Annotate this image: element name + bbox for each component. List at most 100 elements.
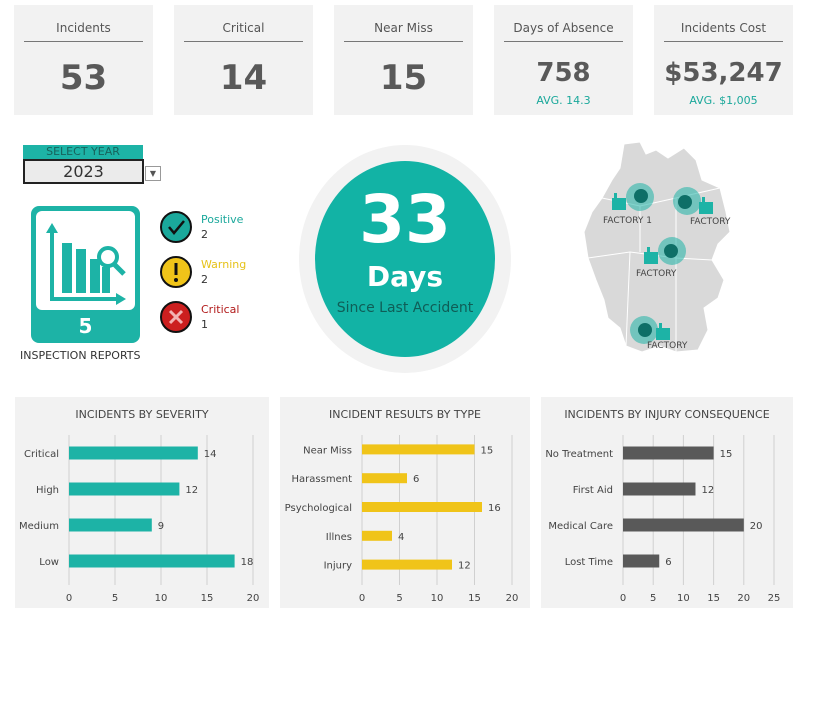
bar <box>362 502 482 512</box>
kpi-divider <box>24 41 143 42</box>
data-label: 12 <box>185 485 198 496</box>
data-label: 15 <box>481 445 494 456</box>
tick-label: 20 <box>737 593 750 604</box>
factory-map: FACTORY 1 FACTORY FACTORY FACTORY <box>580 140 740 358</box>
tick-label: 10 <box>677 593 690 604</box>
status-name: Critical <box>201 303 240 316</box>
tick-label: 20 <box>247 593 260 604</box>
bar <box>362 444 475 455</box>
year-dropdown-button[interactable]: ▼ <box>145 166 161 181</box>
chart-title: INCIDENTS BY SEVERITY <box>75 408 209 421</box>
status-warning: Warning 2 <box>159 255 279 295</box>
chart-plot: 0 5 10 15 20 25 No Treatment 15 First Aid 12 Medic… <box>545 435 780 604</box>
category-label: Psychological <box>285 503 352 514</box>
factory-marker-2 <box>673 187 713 215</box>
kpi-average: AVG. $1,005 <box>689 94 758 107</box>
kpi-card-near-miss: Near Miss 15 <box>334 5 473 115</box>
tick-label: 10 <box>431 593 444 604</box>
tick-label: 5 <box>650 593 656 604</box>
category-label: Medium <box>19 521 59 532</box>
tick-label: 5 <box>396 593 402 604</box>
bar <box>362 473 407 484</box>
category-label: Medical Care <box>548 521 613 532</box>
bar <box>69 518 152 532</box>
chart-title: INCIDENTS BY INJURY CONSEQUENCE <box>564 408 770 421</box>
kpi-divider <box>344 41 463 42</box>
data-label: 14 <box>204 449 217 460</box>
status-critical: Critical 1 <box>159 300 279 340</box>
kpi-value: 53 <box>59 58 108 98</box>
data-label: 20 <box>750 521 763 532</box>
status-positive: Positive 2 <box>159 210 279 250</box>
kpi-divider <box>504 41 623 42</box>
kpi-divider <box>184 41 303 42</box>
factory-marker-1 <box>612 183 654 211</box>
kpi-card-incidents-cost: Incidents Cost $53,247 AVG. $1,005 <box>654 5 793 115</box>
days-caption: Since Last Accident <box>336 300 474 316</box>
category-label: Critical <box>24 449 59 460</box>
kpi-divider <box>664 41 783 42</box>
kpi-title: Near Miss <box>374 21 433 35</box>
inspection-chart-icon <box>36 211 135 310</box>
bar <box>69 554 235 568</box>
kpi-average: AVG. 14.3 <box>536 94 591 107</box>
kpi-card-critical: Critical 14 <box>174 5 313 115</box>
data-label: 16 <box>488 503 501 514</box>
status-name: Warning <box>201 258 247 271</box>
category-label: Lost Time <box>565 557 613 568</box>
factory-marker-4 <box>630 316 670 344</box>
tick-label: 20 <box>506 593 519 604</box>
chevron-down-icon: ▼ <box>149 169 157 178</box>
category-label: Illnes <box>326 532 352 543</box>
data-label: 6 <box>413 474 419 485</box>
chart-incident-results-by-type: INCIDENT RESULTS BY TYPE 0 5 10 15 20 Near Mi… <box>280 397 530 608</box>
tick-label: 0 <box>620 593 626 604</box>
status-count: 1 <box>201 318 208 331</box>
factory-marker-3 <box>644 237 686 265</box>
data-label: 12 <box>458 561 471 572</box>
category-label: High <box>36 485 59 496</box>
chart-title: INCIDENT RESULTS BY TYPE <box>329 408 481 421</box>
inspection-reports-label: INSPECTION REPORTS <box>20 349 141 362</box>
category-label: Injury <box>324 561 353 572</box>
tick-label: 10 <box>155 593 168 604</box>
category-label: First Aid <box>573 485 613 496</box>
category-label: Harassment <box>292 474 353 485</box>
bar <box>69 446 198 460</box>
kpi-title: Incidents Cost <box>680 21 767 35</box>
factory-label: FACTORY <box>690 217 731 227</box>
bar <box>69 482 180 496</box>
bar <box>362 530 392 541</box>
tick-label: 0 <box>66 593 72 604</box>
chart-plot: 0 5 10 15 20 Near Miss 15 Harassment 6 Psychologi… <box>285 435 519 604</box>
bar <box>362 559 452 570</box>
inspection-reports-card: 5 <box>31 206 140 343</box>
data-label: 4 <box>398 532 404 543</box>
kpi-value: $53,247 <box>664 58 783 88</box>
tick-label: 0 <box>359 593 365 604</box>
tick-label: 15 <box>707 593 720 604</box>
data-label: 9 <box>158 521 164 532</box>
data-label: 15 <box>720 449 733 460</box>
select-year-label: SELECT YEAR <box>23 145 143 159</box>
bar <box>623 446 714 460</box>
days-since-accident-widget: 33 Days Since Last Accident <box>297 143 513 375</box>
kpi-title: Critical <box>222 21 265 35</box>
category-label: No Treatment <box>545 449 613 460</box>
factory-label: FACTORY <box>647 341 688 351</box>
tick-label: 15 <box>201 593 214 604</box>
year-select-cell[interactable]: 2023 <box>23 159 144 184</box>
check-circle-icon <box>159 210 193 244</box>
category-label: Near Miss <box>303 445 352 456</box>
days-unit: Days <box>366 260 444 293</box>
bar <box>623 518 744 532</box>
chart-incidents-by-severity: INCIDENTS BY SEVERITY 0 5 10 15 20 Critical 14… <box>15 397 269 608</box>
data-label: 6 <box>665 557 671 568</box>
tick-label: 15 <box>468 593 481 604</box>
kpi-value: 758 <box>536 58 591 88</box>
kpi-card-days-of-absence: Days of Absence 758 AVG. 14.3 <box>494 5 633 115</box>
status-count: 2 <box>201 228 208 241</box>
days-count: 33 <box>359 181 451 258</box>
inspection-count: 5 <box>78 314 93 338</box>
category-label: Low <box>39 557 59 568</box>
